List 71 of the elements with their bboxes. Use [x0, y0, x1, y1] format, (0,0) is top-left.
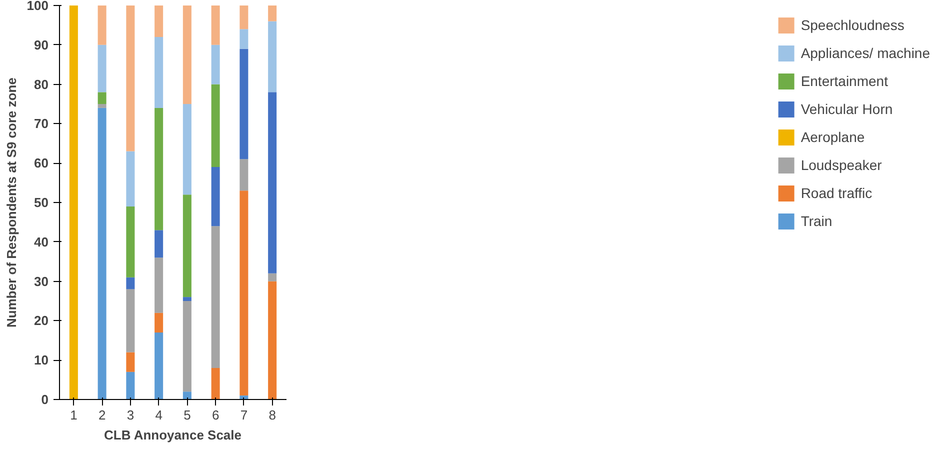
y-tick-label: 0	[41, 392, 49, 407]
bar	[154, 258, 164, 313]
legend-label: Vehicular Horn	[800, 101, 893, 117]
bar	[240, 6, 248, 30]
bar	[182, 194, 192, 298]
legend-label: Speechloudness	[800, 17, 904, 33]
bar	[240, 29, 248, 49]
bar	[98, 92, 106, 104]
bar	[268, 21, 277, 92]
bar	[154, 312, 164, 333]
y-tick-label: 20	[34, 313, 49, 328]
bar	[69, 6, 78, 400]
bar	[211, 84, 220, 168]
x-tick-label: 2	[98, 408, 106, 422]
y-tick-label: 40	[34, 234, 49, 250]
x-tick-label: 7	[240, 408, 248, 422]
bar	[126, 206, 135, 278]
bar	[154, 37, 164, 108]
bar	[240, 159, 248, 191]
bar	[182, 392, 192, 400]
x-tick-label: 6	[212, 408, 220, 422]
y-tick-label: 70	[34, 116, 49, 132]
bar	[211, 368, 220, 400]
bar	[182, 6, 192, 104]
bar	[182, 104, 192, 195]
bar	[154, 108, 164, 230]
y-tick-label: 90	[34, 37, 49, 52]
legend-label: Loudspeaker	[800, 157, 882, 173]
bar	[126, 277, 135, 290]
bar	[98, 6, 106, 45]
bar	[98, 108, 106, 400]
bar	[182, 301, 192, 392]
bar	[126, 352, 135, 372]
bar	[240, 190, 248, 396]
bar	[154, 6, 164, 38]
bar	[182, 297, 192, 301]
bar	[154, 230, 164, 258]
y-tick-label: 80	[34, 76, 49, 92]
y-tick-label: 100	[26, 0, 49, 13]
bar	[211, 226, 220, 368]
bar	[126, 372, 135, 400]
x-tick-label: 8	[268, 408, 276, 422]
y-axis-title: Number of Respondents at S9 core zone	[4, 78, 19, 328]
bar	[240, 48, 248, 160]
bar	[154, 332, 164, 400]
bar	[268, 92, 277, 274]
bar	[268, 6, 277, 22]
y-tick-label: 60	[34, 156, 49, 171]
x-tick-label: 3	[126, 408, 134, 422]
bar	[126, 6, 135, 152]
x-tick-label: 4	[155, 408, 162, 422]
legend-label: Road traffic	[800, 185, 872, 201]
legend-label: Appliances/ machine	[800, 45, 930, 61]
y-tick-label: 50	[34, 195, 49, 210]
legend-label: Aeroplane	[800, 129, 865, 145]
x-axis-title: CLB Annoyance Scale	[104, 428, 242, 442]
bar	[98, 104, 106, 108]
x-tick-label: 5	[184, 408, 191, 422]
legend-label: Entertainment	[800, 73, 888, 89]
bar	[211, 167, 220, 226]
bar	[211, 6, 220, 45]
bar	[268, 281, 277, 400]
bar	[268, 273, 277, 282]
bar	[126, 151, 135, 206]
x-tick-label: 1	[70, 408, 78, 422]
bar	[211, 44, 220, 84]
bar	[98, 44, 106, 92]
legend-label: Train	[800, 213, 832, 229]
bar	[126, 289, 135, 352]
y-tick-label: 30	[34, 274, 49, 289]
y-tick-label: 10	[34, 352, 49, 368]
